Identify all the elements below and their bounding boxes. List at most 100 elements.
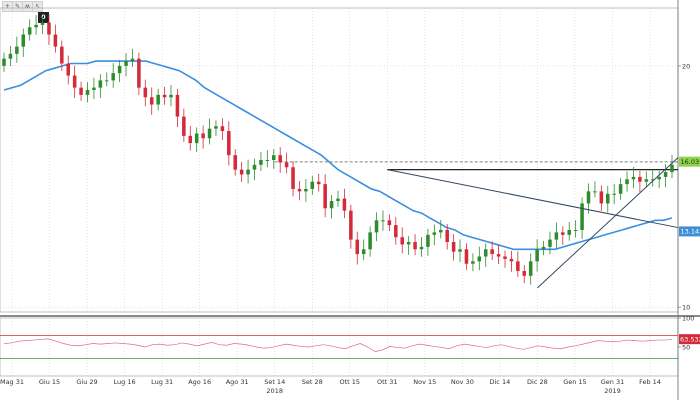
trendline <box>537 157 679 289</box>
candle <box>541 240 546 256</box>
indicator-panel-frame <box>0 317 679 377</box>
candle <box>278 147 282 173</box>
candle <box>426 228 430 256</box>
candle <box>528 253 533 285</box>
candle <box>143 79 148 107</box>
x-tick-label: Ago 31 <box>226 378 249 386</box>
candle <box>458 239 462 263</box>
candle <box>85 82 90 103</box>
candle <box>336 190 340 208</box>
candle <box>419 236 424 257</box>
candle <box>464 243 469 270</box>
candle <box>670 154 674 179</box>
candle <box>130 48 135 68</box>
candle <box>561 226 565 246</box>
price-tag: 13.1435 <box>679 226 700 237</box>
candle <box>60 40 64 71</box>
candle <box>342 188 347 219</box>
candle <box>79 81 83 101</box>
x-tick-label: Set 28 <box>302 378 323 386</box>
indicator-line <box>3 338 673 353</box>
candle <box>567 222 571 241</box>
price-tag-label: 13.1435 <box>681 228 700 236</box>
candle <box>625 171 629 192</box>
price-tag-label: 16.03 <box>681 158 700 166</box>
x-tick-label: Ott 31 <box>377 378 398 386</box>
candle <box>548 231 552 255</box>
candle <box>503 250 507 268</box>
candle <box>272 149 276 169</box>
x-tick-label: Gen 31 <box>601 378 625 386</box>
candle <box>606 185 610 213</box>
candle <box>214 120 218 137</box>
candle <box>400 227 404 254</box>
candle <box>580 197 584 239</box>
candle <box>47 14 51 45</box>
x-tick-label: Feb 14 <box>639 378 661 386</box>
candle <box>194 127 199 153</box>
candle <box>368 226 372 257</box>
candle <box>227 121 231 166</box>
candle <box>137 52 141 96</box>
candle <box>72 65 77 98</box>
candle <box>111 63 115 88</box>
candle <box>593 181 597 198</box>
candle <box>413 234 417 256</box>
candle <box>496 244 501 264</box>
x-tick-label: Mag 31 <box>0 378 24 386</box>
candle <box>40 16 45 34</box>
candle <box>535 239 539 272</box>
candle <box>349 204 353 249</box>
x-tick-label: Giu 29 <box>76 378 97 386</box>
x-tick-label: Giu 15 <box>39 378 60 386</box>
candle <box>239 161 244 182</box>
candle <box>297 180 302 201</box>
candle <box>612 183 616 205</box>
candle <box>509 250 514 272</box>
year-label: 2018 <box>266 387 283 395</box>
year-label: 2019 <box>604 387 621 395</box>
x-tick-label: Dic 28 <box>527 378 548 386</box>
candle <box>162 86 167 105</box>
candle <box>573 220 578 238</box>
candle <box>451 234 456 261</box>
candle <box>644 171 649 188</box>
candle <box>34 14 38 35</box>
candle <box>220 118 225 140</box>
candle <box>439 220 443 239</box>
indicator-tag: 63.5328 <box>679 334 700 345</box>
candle <box>149 87 154 115</box>
x-tick-label: Nov 15 <box>413 378 436 386</box>
candle <box>477 246 482 271</box>
x-tick-label: Dic 14 <box>490 378 511 386</box>
candle <box>394 217 398 245</box>
candle <box>66 55 70 85</box>
indicator-y-tick-label: 100 <box>682 315 694 323</box>
candle <box>490 241 494 261</box>
cursor-icon[interactable]: ↖ <box>32 1 43 12</box>
candle <box>471 253 475 272</box>
candle <box>599 185 604 211</box>
candle <box>554 222 559 249</box>
candle <box>201 125 205 149</box>
candle <box>246 159 250 184</box>
candle <box>355 231 360 265</box>
candle <box>27 19 32 41</box>
candle <box>15 36 19 63</box>
candle <box>483 243 488 267</box>
candle <box>284 152 289 174</box>
candle <box>381 210 385 231</box>
candle <box>445 223 449 250</box>
candle <box>92 77 96 99</box>
trendline <box>387 169 679 229</box>
main-panel-frame <box>0 7 679 313</box>
x-tick-label: Lug 31 <box>151 378 173 386</box>
candle <box>329 194 334 219</box>
price-tag: 16.03 <box>679 156 700 167</box>
candle <box>406 236 411 255</box>
candle <box>98 74 103 98</box>
candle <box>387 214 392 232</box>
candle <box>432 224 437 246</box>
candle <box>663 164 668 188</box>
